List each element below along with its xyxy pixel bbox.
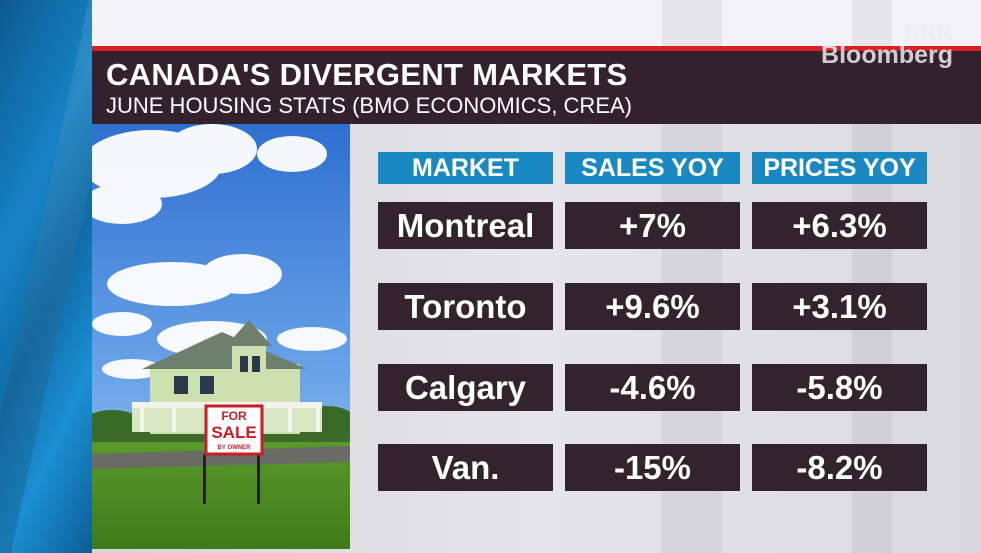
column-header-prices-yoy: PRICES YOY	[752, 152, 927, 184]
bnn-bloomberg-logo: BNN Bloomberg	[821, 21, 953, 69]
page-title: CANADA'S DIVERGENT MARKETS	[106, 57, 628, 92]
left-blue-stripe	[0, 0, 92, 553]
sales-yoy-cell: -4.6%	[565, 364, 740, 411]
market-cell: Toronto	[378, 283, 553, 330]
prices-yoy-cell: -8.2%	[752, 444, 927, 491]
header-bar: CANADA'S DIVERGENT MARKETS JUNE HOUSING …	[92, 46, 981, 124]
column-header-sales-yoy: SALES YOY	[565, 152, 740, 184]
sales-yoy-cell: +9.6%	[565, 283, 740, 330]
sales-yoy-cell: -15%	[565, 444, 740, 491]
sign-text-by-owner: BY OWNER	[218, 445, 252, 451]
prices-yoy-cell: -5.8%	[752, 364, 927, 411]
sales-yoy-cell: +7%	[565, 202, 740, 249]
sign-text-for: FOR	[221, 409, 247, 423]
house-for-sale-photo: FOR SALE BY OWNER	[92, 124, 350, 549]
prices-yoy-cell: +6.3%	[752, 202, 927, 249]
prices-yoy-cell: +3.1%	[752, 283, 927, 330]
column-header-market: MARKET	[378, 152, 553, 184]
market-cell: Montreal	[378, 202, 553, 249]
logo-line-1: BNN	[904, 21, 953, 44]
market-cell: Van.	[378, 444, 553, 491]
sign-text-sale: SALE	[211, 423, 256, 442]
market-cell: Calgary	[378, 364, 553, 411]
logo-line-2: Bloomberg	[821, 41, 953, 69]
page-subtitle: JUNE HOUSING STATS (BMO ECONOMICS, CREA)	[106, 93, 632, 118]
